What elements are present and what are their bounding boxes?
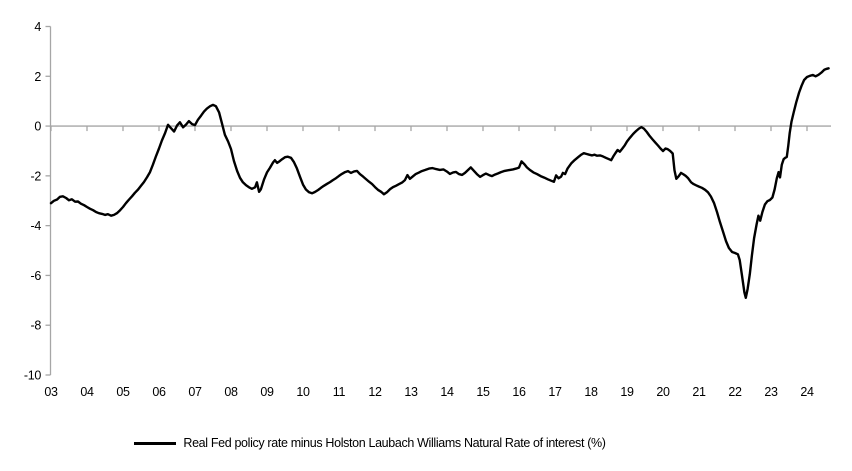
- x-tick-label: 19: [620, 385, 634, 399]
- y-tick-label: -8: [30, 319, 41, 333]
- x-tick-label: 06: [152, 385, 166, 399]
- legend: Real Fed policy rate minus Holston Lauba…: [0, 431, 796, 455]
- x-tick-label: 08: [224, 385, 238, 399]
- y-tick-label: 4: [34, 20, 41, 34]
- x-tick-label: 18: [584, 385, 598, 399]
- x-tick-label: 11: [333, 385, 346, 399]
- x-tick-label: 22: [728, 385, 742, 399]
- y-tick-label: 2: [34, 70, 41, 84]
- x-tick-label: 03: [44, 385, 58, 399]
- x-tick-label: 15: [476, 385, 490, 399]
- x-tick-label: 21: [692, 385, 706, 399]
- x-tick-label: 23: [764, 385, 778, 399]
- x-tick-label: 12: [368, 385, 382, 399]
- x-tick-label: 10: [296, 385, 310, 399]
- y-tick-label: -6: [30, 269, 41, 283]
- y-tick-label: -4: [30, 219, 41, 233]
- y-tick-label: 0: [34, 120, 41, 134]
- legend-line-swatch: [134, 441, 177, 445]
- y-tick-label: -2: [30, 169, 41, 183]
- x-tick-label: 09: [260, 385, 274, 399]
- y-tick-label: -10: [24, 369, 42, 383]
- x-tick-label: 16: [512, 385, 526, 399]
- x-tick-label: 05: [116, 385, 130, 399]
- legend-label: Real Fed policy rate minus Holston Lauba…: [183, 436, 606, 450]
- x-tick-label: 20: [656, 385, 670, 399]
- x-tick-label: 17: [548, 385, 562, 399]
- series-line: [49, 67, 830, 299]
- chart-area: 4 2 0 -2 -4 -6 -8 -10 03 04 05 06 07 08 09 10 11 12 13 14 15…: [24, 20, 831, 399]
- x-tick-label: 24: [800, 385, 814, 399]
- x-tick-label: 14: [440, 385, 454, 399]
- x-tick-label: 07: [188, 385, 202, 399]
- x-tick-label: 13: [404, 385, 418, 399]
- x-tick-label: 04: [80, 385, 94, 399]
